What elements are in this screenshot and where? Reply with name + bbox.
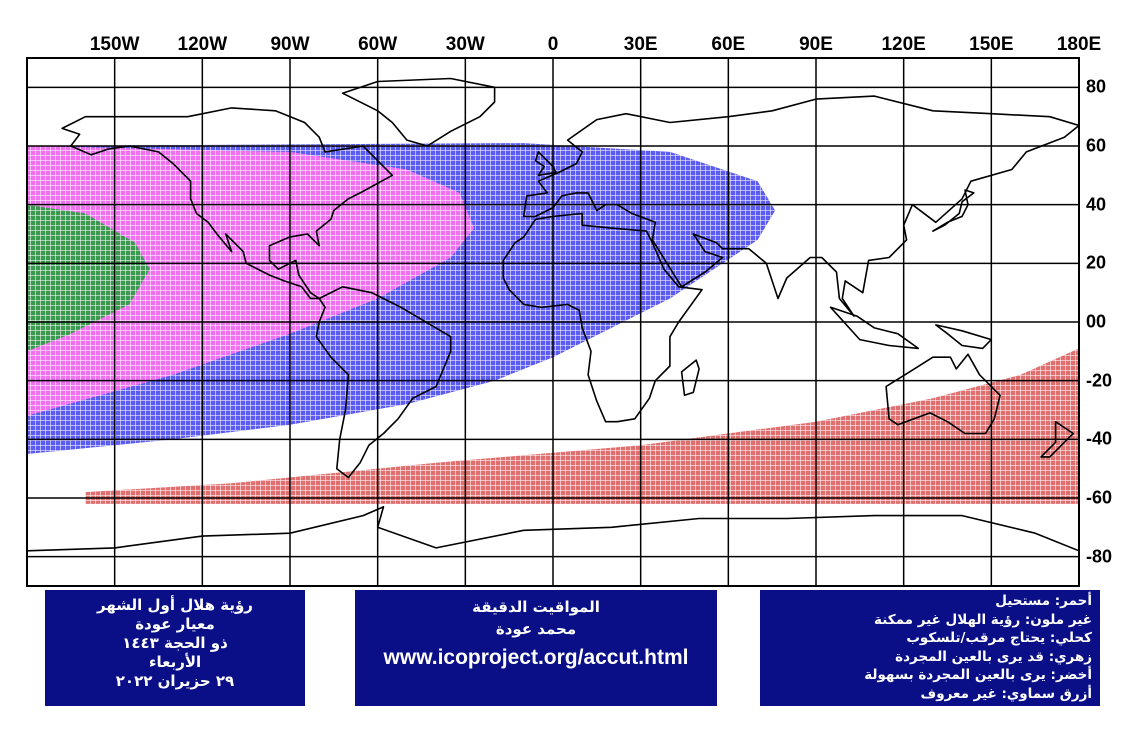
antarctica-outline [27, 505, 1079, 552]
britain-outline [534, 151, 557, 177]
madagascar-outline [680, 359, 700, 397]
borneo-ng-outline [934, 324, 993, 350]
longitude-label: 90W [270, 34, 310, 55]
legend-pink: زهري: قد يرى بالعين المجردة [895, 648, 1092, 665]
latitude-label: 00 [1086, 311, 1107, 332]
latitude-label: -80 [1086, 546, 1113, 567]
longitude-label: 30E [623, 34, 658, 55]
author-name: محمد عودة [495, 620, 577, 638]
latitude-label: -60 [1086, 487, 1113, 508]
japan-outline [932, 189, 975, 232]
australia-outline [885, 353, 1001, 435]
longitude-label: 180E [1056, 34, 1102, 55]
indonesia-outline [829, 306, 920, 350]
legend-uncolored: غير ملون: رؤية الهلال غير ممكنة [874, 611, 1092, 628]
longitude-label: 120E [881, 34, 926, 55]
latitude-label: 20 [1086, 252, 1107, 273]
legend-navy: كحلي: يحتاج مرقب/تلسكوب [906, 630, 1092, 646]
date-line: ٢٩ حزيران ٢٠٢٢ [115, 672, 235, 690]
credit-title: المواقيت الدقيقة [472, 598, 600, 616]
visibility-zones [27, 143, 1079, 504]
latitude-label: 40 [1086, 194, 1107, 215]
latitude-label: -40 [1086, 428, 1113, 449]
hijri-month-line: ذو الحجة ١٤٤٣ [122, 634, 228, 652]
zone-red [85, 348, 1079, 504]
credit-box: المواقيت الدقيقة محمد عودة www.icoprojec… [355, 590, 717, 706]
longitude-label: 0 [547, 34, 559, 55]
north-america-outline [61, 107, 394, 300]
longitude-label: 120W [177, 34, 228, 55]
legend-red: أحمر: مستحيل [995, 593, 1092, 609]
longitude-label: 60E [711, 34, 746, 55]
weekday-line: الأربعاء [148, 653, 202, 671]
website-link[interactable]: www.icoproject.org/accut.html [383, 646, 689, 669]
legend-green: أخضر: يرى بالعين المجردة بسهولة [864, 667, 1092, 683]
zone-magenta [27, 146, 475, 416]
africa-outline [502, 212, 703, 423]
longitude-label: 150W [89, 34, 140, 55]
title-box: رؤية هلال أول الشهر معيار عودة ذو الحجة … [45, 590, 305, 706]
criterion-line: معيار عودة [135, 615, 215, 633]
new-zealand-outline [1040, 420, 1074, 458]
latitude-label: 60 [1086, 135, 1107, 156]
latitude-label: -20 [1086, 370, 1113, 391]
legend-box: أحمر: مستحيل غير ملون: رؤية الهلال غير م… [760, 590, 1100, 706]
eurasia-outline [522, 95, 1079, 317]
zone-green [27, 204, 150, 352]
title-line: رؤية هلال أول الشهر [97, 596, 253, 614]
greenland-outline [341, 77, 496, 147]
longitude-label: 90E [799, 34, 833, 55]
graticule-grid [26, 57, 1080, 587]
longitude-label: 30W [445, 34, 485, 55]
latitude-label: 80 [1086, 76, 1107, 97]
legend-cyan: أزرق سماوي: غير معروف [920, 685, 1092, 702]
longitude-label: 150E [969, 34, 1014, 55]
longitude-label: 60W [358, 34, 398, 55]
